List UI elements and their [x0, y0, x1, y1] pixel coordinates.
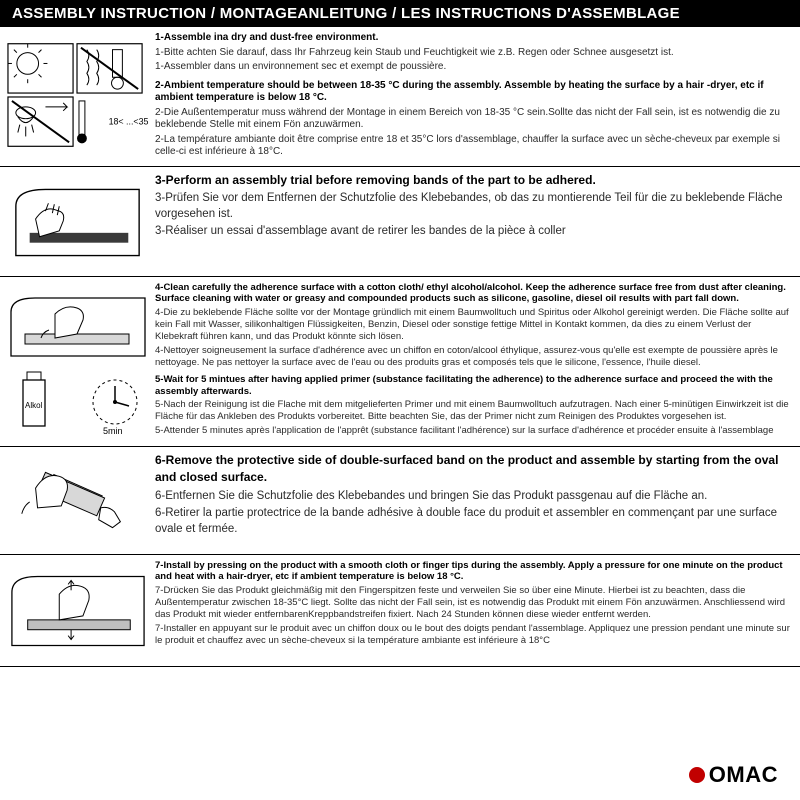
title-bar: ASSEMBLY INSTRUCTION / MONTAGEANLEITUNG … — [0, 0, 800, 27]
bottle-label: Alkol — [25, 401, 43, 410]
timer-label: 5min — [103, 426, 123, 436]
step3-l2: 3-Réaliser un essai d'assemblage avant d… — [155, 224, 790, 240]
step6-text: 6-Remove the protective side of double-s… — [155, 447, 800, 554]
step-1-2-row: 18< ...<35 C 1-Assemble ina dry and dust… — [0, 27, 800, 167]
step6-l2: 6-Retirer la partie protectrice de la ba… — [155, 506, 790, 537]
step1-l1: 1-Bitte achten Sie darauf, dass Ihr Fahr… — [155, 47, 790, 60]
step5-lead: 5-Wait for 5 mintues after having applie… — [155, 374, 773, 397]
step3-illustration — [0, 167, 155, 276]
step1-l2: 1-Assembler dans un environnement sec et… — [155, 61, 790, 74]
step6-l1: 6-Entfernen Sie die Schutzfolie des Kleb… — [155, 489, 790, 505]
step3-text: 3-Perform an assembly trial before remov… — [155, 167, 800, 276]
step4-l2: 4-Nettoyer soigneusement la surface d'ad… — [155, 345, 790, 369]
step-4-5-row: Alkol 5min 4-Clean carefully the adheren… — [0, 277, 800, 447]
step45-illustration: Alkol 5min — [0, 277, 155, 446]
step1-lead: 1-Assemble ina dry and dust-free environ… — [155, 32, 378, 43]
step-7-row: 7-Install by pressing on the product wit… — [0, 555, 800, 667]
step5-l2: 5-Attender 5 minutes après l'application… — [155, 425, 790, 437]
step7-text: 7-Install by pressing on the product wit… — [155, 555, 800, 666]
step7-l2: 7-Installer en appuyant sur le produit a… — [155, 623, 790, 647]
step7-lead: 7-Install by pressing on the product wit… — [155, 560, 783, 583]
step4-lead: 4-Clean carefully the adherence surface … — [155, 282, 786, 305]
temp-label: 18< ...<35 C — [109, 117, 149, 127]
step2-l2: 2-La température ambiante doit être comp… — [155, 134, 790, 159]
step3-lead: 3-Perform an assembly trial before remov… — [155, 173, 596, 187]
brand-dot-icon — [689, 767, 705, 783]
step6-lead: 6-Remove the protective side of double-s… — [155, 453, 778, 485]
brand-text: OMAC — [709, 762, 778, 788]
step2-lead: 2-Ambient temperature should be between … — [155, 80, 764, 104]
step7-illustration — [0, 555, 155, 666]
brand-logo: OMAC — [689, 762, 778, 788]
step2-l1: 2-Die Außentemperatur muss während der M… — [155, 107, 790, 132]
step-3-row: 3-Perform an assembly trial before remov… — [0, 167, 800, 277]
step6-illustration — [0, 447, 155, 554]
step12-text: 1-Assemble ina dry and dust-free environ… — [155, 27, 800, 166]
step7-l1: 7-Drücken Sie das Produkt gleichmäßig mi… — [155, 585, 790, 621]
step12-illustration: 18< ...<35 C — [0, 27, 155, 166]
step3-l1: 3-Prüfen Sie vor dem Entfernen der Schut… — [155, 191, 790, 222]
step-6-row: 6-Remove the protective side of double-s… — [0, 447, 800, 555]
step5-l1: 5-Nach der Reinigung ist die Flache mit … — [155, 399, 790, 423]
step4-l1: 4-Die zu beklebende Fläche sollte vor de… — [155, 307, 790, 343]
step45-text: 4-Clean carefully the adherence surface … — [155, 277, 800, 446]
